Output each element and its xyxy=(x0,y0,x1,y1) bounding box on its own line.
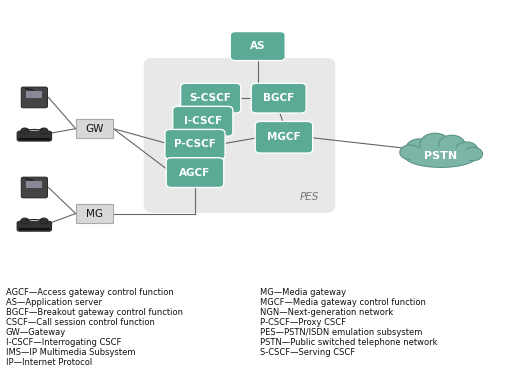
Text: MGCF—Media gateway control function: MGCF—Media gateway control function xyxy=(260,298,426,307)
FancyBboxPatch shape xyxy=(165,129,225,159)
Circle shape xyxy=(455,142,478,158)
Text: PSTN: PSTN xyxy=(424,151,458,161)
Circle shape xyxy=(464,147,482,161)
Circle shape xyxy=(21,218,29,224)
FancyBboxPatch shape xyxy=(21,87,47,108)
Text: PSTN—Public switched telephone network: PSTN—Public switched telephone network xyxy=(260,338,438,347)
FancyBboxPatch shape xyxy=(21,177,47,198)
FancyBboxPatch shape xyxy=(76,119,114,138)
Circle shape xyxy=(406,139,432,157)
Ellipse shape xyxy=(407,147,474,165)
Circle shape xyxy=(40,128,48,134)
Text: AS: AS xyxy=(250,41,266,51)
Text: IP—Internet Protocol: IP—Internet Protocol xyxy=(6,358,92,368)
FancyBboxPatch shape xyxy=(166,158,224,188)
FancyBboxPatch shape xyxy=(76,204,114,223)
Text: AGCF: AGCF xyxy=(179,168,210,178)
Text: AS—Application server: AS—Application server xyxy=(6,298,102,307)
Bar xyxy=(26,91,43,98)
Text: PES: PES xyxy=(300,192,319,202)
Text: I-CSCF: I-CSCF xyxy=(184,116,222,126)
Text: PES—PSTN/ISDN emulation subsystem: PES—PSTN/ISDN emulation subsystem xyxy=(260,328,423,337)
Circle shape xyxy=(400,145,420,160)
Text: NGN—Next-generation network: NGN—Next-generation network xyxy=(260,308,393,317)
Text: P-CSCF: P-CSCF xyxy=(174,140,216,149)
Text: AGCF—Access gateway control function: AGCF—Access gateway control function xyxy=(6,288,174,297)
FancyBboxPatch shape xyxy=(144,58,335,213)
Text: GW—Gateway: GW—Gateway xyxy=(6,328,66,337)
Text: MG: MG xyxy=(86,209,103,219)
Text: P-CSCF—Proxy CSCF: P-CSCF—Proxy CSCF xyxy=(260,318,347,327)
Text: IMS—IP Multimedia Subsystem: IMS—IP Multimedia Subsystem xyxy=(6,348,135,357)
FancyBboxPatch shape xyxy=(230,32,285,61)
Text: I-CSCF—Interrogating CSCF: I-CSCF—Interrogating CSCF xyxy=(6,338,121,347)
Text: S-CSCF: S-CSCF xyxy=(190,93,231,103)
Text: MG—Media gateway: MG—Media gateway xyxy=(260,288,347,297)
Circle shape xyxy=(420,133,450,154)
FancyBboxPatch shape xyxy=(255,122,312,153)
FancyBboxPatch shape xyxy=(173,106,233,136)
Circle shape xyxy=(439,135,465,154)
Circle shape xyxy=(40,218,48,224)
Text: GW: GW xyxy=(85,124,104,134)
FancyBboxPatch shape xyxy=(251,83,306,113)
Bar xyxy=(26,181,43,188)
Text: MGCF: MGCF xyxy=(267,132,301,142)
Circle shape xyxy=(21,128,29,134)
FancyBboxPatch shape xyxy=(17,131,52,141)
FancyBboxPatch shape xyxy=(180,83,241,113)
Text: S-CSCF—Serving CSCF: S-CSCF—Serving CSCF xyxy=(260,348,356,357)
FancyBboxPatch shape xyxy=(17,221,52,231)
Text: CSCF—Call session control function: CSCF—Call session control function xyxy=(6,318,155,327)
Text: BGCF: BGCF xyxy=(263,93,295,103)
Text: BGCF—Breakout gateway control function: BGCF—Breakout gateway control function xyxy=(6,308,183,317)
Ellipse shape xyxy=(404,144,478,167)
